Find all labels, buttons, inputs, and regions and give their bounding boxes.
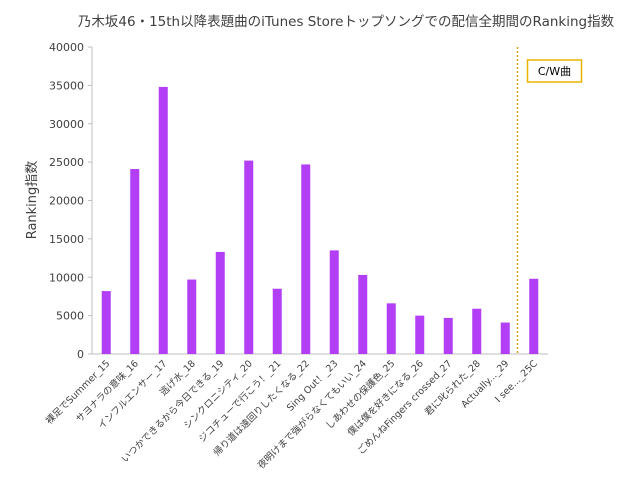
bar — [158, 86, 168, 354]
cw-annotation-label: C/W曲 — [538, 65, 571, 78]
y-tick-label: 5000 — [56, 310, 84, 323]
bar — [500, 322, 510, 354]
bar — [101, 291, 111, 354]
bar — [215, 251, 225, 354]
y-tick-label: 35000 — [49, 79, 84, 92]
bar — [529, 278, 539, 354]
y-tick-label: 0 — [77, 348, 84, 361]
y-axis-label: Ranking指数 — [25, 161, 40, 240]
plot-area: 0 5000 10000 15000 20000 25000 30000 35000 40000… — [43, 41, 583, 471]
y-tick-label: 25000 — [49, 156, 84, 169]
y-tick-label: 10000 — [49, 271, 84, 284]
bar — [415, 315, 425, 354]
bar — [443, 317, 453, 354]
bar — [329, 250, 339, 354]
chart-title: 乃木坂46・15th以降表題曲のiTunes Storeトップソングでの配信全期… — [78, 13, 615, 30]
y-tick-label: 40000 — [49, 41, 84, 54]
bar — [386, 303, 396, 354]
bar — [301, 164, 311, 354]
y-tick-label: 30000 — [49, 118, 84, 131]
bar — [244, 160, 254, 354]
y-tick-label: 20000 — [49, 195, 84, 208]
cw-annotation-box — [526, 59, 583, 83]
bar — [358, 274, 368, 354]
y-tick-label: 15000 — [49, 233, 84, 246]
bar — [130, 169, 140, 354]
x-tick-label: いつかできるから今日できる_19 — [119, 358, 226, 465]
bar — [187, 279, 197, 354]
bar — [472, 308, 482, 354]
bar — [272, 288, 282, 354]
